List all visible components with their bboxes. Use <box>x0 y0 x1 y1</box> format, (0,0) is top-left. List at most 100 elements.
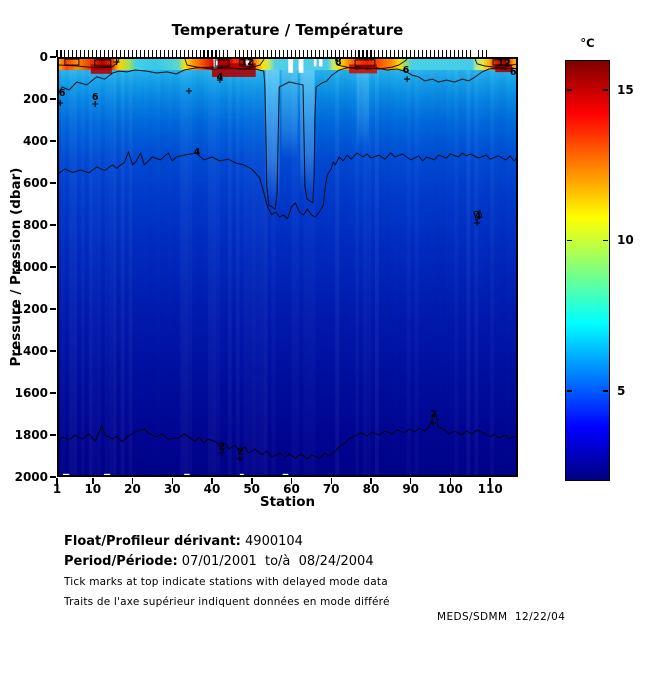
delayed-mode-tick <box>155 50 157 57</box>
credit-stamp: MEDS/SDMM 12/22/04 <box>437 611 566 623</box>
station-column <box>144 57 148 477</box>
delayed-mode-tick <box>143 50 145 57</box>
delayed-mode-tick <box>127 50 130 57</box>
surface-warm-core <box>495 64 513 73</box>
delayed-mode-tick <box>100 50 102 57</box>
delayed-mode-tick <box>239 50 241 57</box>
delayed-mode-tick <box>390 50 392 57</box>
delayed-mode-tick <box>104 50 106 57</box>
station-column <box>319 57 323 477</box>
x-tick-mark <box>56 478 58 484</box>
station-column <box>228 57 232 477</box>
station-marker <box>404 76 411 83</box>
y-tick-mark <box>50 98 56 100</box>
station-column <box>462 57 466 477</box>
delayed-mode-tick <box>294 50 296 57</box>
delayed-mode-tick <box>120 50 122 57</box>
y-tick-mark <box>50 224 56 226</box>
contour-label-4: 4 <box>217 72 224 83</box>
delayed-mode-tick <box>282 50 285 57</box>
station-column <box>351 57 355 477</box>
colorbar-tick-label: 5 <box>617 383 626 398</box>
y-tick-mark <box>50 266 56 268</box>
delayed-mode-tick <box>147 50 149 57</box>
station-column <box>224 57 228 477</box>
station-marker <box>236 455 243 462</box>
delayed-mode-tick <box>441 50 444 57</box>
y-tick-mark <box>50 56 56 58</box>
surface-warm-core <box>349 64 377 74</box>
float-id-label: Float/Profileur dérivant: <box>64 534 241 549</box>
delayed-mode-tick <box>211 50 213 57</box>
colorbar-units-label: °C <box>580 36 595 50</box>
station-column <box>478 57 482 477</box>
delayed-mode-tick <box>298 50 300 57</box>
station-column <box>331 57 335 477</box>
plot-border <box>57 57 518 477</box>
station-marker <box>216 77 223 84</box>
station-column <box>81 57 85 477</box>
delayed-mode-tick <box>334 50 336 57</box>
contour-line-8C <box>184 58 265 70</box>
station-column <box>450 57 454 477</box>
delayed-mode-tick <box>203 50 205 57</box>
station-column <box>379 57 383 477</box>
x-tick-label: 20 <box>124 482 141 496</box>
delayed-mode-tick <box>310 50 312 57</box>
station-column <box>339 57 343 477</box>
contour-label-8: 8 <box>335 57 342 68</box>
delayed-mode-tick <box>207 50 209 57</box>
station-column <box>184 57 189 477</box>
y-tick-mark <box>50 434 56 436</box>
delayed-mode-tick <box>80 50 82 57</box>
x-tick-mark <box>171 478 173 484</box>
delayed-mode-tick <box>394 50 396 57</box>
station-column <box>65 57 69 477</box>
station-column <box>77 57 81 477</box>
delayed-mode-tick <box>477 50 479 57</box>
surface-warm-core <box>90 64 112 74</box>
x-tick-mark <box>409 478 412 484</box>
station-column <box>180 57 184 477</box>
contour-line-8C <box>334 58 408 70</box>
station-column <box>403 57 407 477</box>
station-column <box>263 57 268 477</box>
station-column <box>200 57 204 477</box>
delayed-mode-tick <box>286 50 289 57</box>
station-column <box>204 57 208 477</box>
station-column <box>176 57 180 477</box>
station-marker <box>185 88 192 94</box>
station-column <box>411 57 415 477</box>
station-column <box>125 57 129 477</box>
station-marker <box>113 59 120 65</box>
contour-label-4: 4 <box>475 211 482 222</box>
colorbar-tick-mark <box>567 239 572 242</box>
station-column <box>256 57 260 477</box>
missing-data-gap <box>318 58 323 67</box>
delayed-mode-tick <box>96 50 98 57</box>
station-column <box>216 57 220 477</box>
delayed-mode-tick <box>124 50 126 57</box>
delayed-mode-tick <box>306 50 308 57</box>
delayed-mode-tick <box>314 50 316 57</box>
delayed-mode-tick <box>179 50 181 57</box>
delayed-mode-tick <box>64 50 66 57</box>
station-column <box>458 57 462 477</box>
delayed-mode-tick <box>219 50 221 57</box>
delayed-mode-tick <box>92 50 94 57</box>
station-column <box>85 57 89 477</box>
y-tick-label: 200 <box>22 92 48 106</box>
station-column <box>208 57 212 477</box>
missing-data-gap <box>245 58 249 66</box>
station-column <box>160 57 165 477</box>
delayed-mode-tick <box>223 50 225 57</box>
station-column <box>423 57 427 477</box>
x-tick-mark <box>330 478 332 484</box>
contour-label-6: 6 <box>59 88 66 99</box>
station-column <box>88 57 93 477</box>
delayed-mode-tick <box>116 50 118 57</box>
delayed-mode-tick <box>183 50 185 57</box>
y-tick-label: 0 <box>39 50 48 64</box>
delayed-mode-tick <box>362 50 364 57</box>
delayed-mode-tick <box>457 50 459 57</box>
